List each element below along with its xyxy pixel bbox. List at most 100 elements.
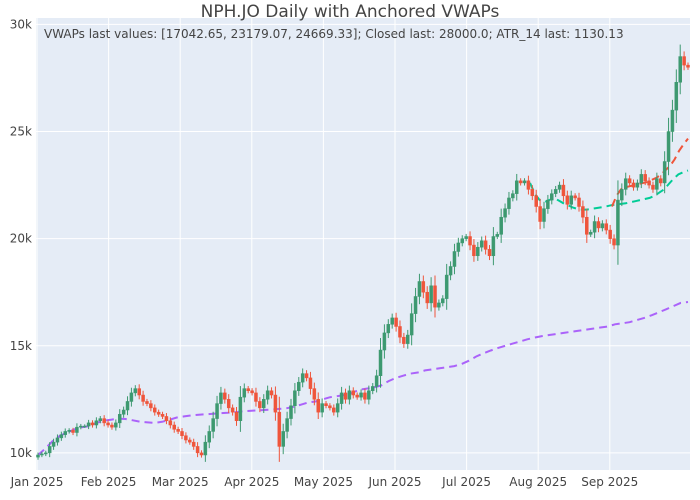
candle — [456, 237, 461, 257]
candle — [226, 394, 231, 414]
candle — [36, 452, 40, 460]
candle — [332, 404, 336, 416]
candle — [476, 242, 480, 261]
candle — [242, 383, 247, 403]
candle — [503, 203, 507, 223]
y-tick-label: 15k — [10, 339, 32, 353]
candle — [682, 51, 686, 71]
x-tick-label: Jul 2025 — [441, 475, 491, 489]
candle — [40, 451, 44, 458]
candle — [479, 236, 484, 252]
candle — [106, 420, 110, 428]
vwap-line-jan — [37, 301, 689, 456]
candle — [585, 208, 589, 243]
candle — [495, 231, 500, 240]
candle — [437, 299, 441, 311]
candle — [316, 392, 320, 420]
candle — [110, 422, 114, 430]
candle — [195, 442, 200, 458]
candle — [230, 404, 235, 416]
candle — [678, 44, 682, 95]
candle — [452, 243, 457, 275]
candle — [324, 401, 328, 409]
candle — [651, 181, 655, 193]
candle — [643, 170, 647, 186]
candle — [550, 189, 554, 205]
candle — [635, 179, 640, 191]
candle — [686, 62, 690, 70]
candle — [631, 179, 636, 191]
x-tick-label: Jan 2025 — [10, 475, 64, 489]
candle — [518, 178, 523, 186]
x-tick-label: Aug 2025 — [509, 475, 567, 489]
candle — [468, 231, 472, 251]
candle — [160, 411, 165, 420]
candle — [44, 450, 48, 457]
candle — [289, 398, 293, 426]
vwap-line-aug — [529, 169, 689, 211]
candles — [36, 44, 690, 462]
candle — [557, 181, 562, 193]
candle — [300, 368, 305, 388]
candle — [553, 185, 558, 198]
candle — [530, 185, 535, 201]
candle — [261, 394, 266, 414]
candle — [616, 180, 620, 265]
candle — [487, 245, 492, 261]
x-tick-label: Jun 2025 — [367, 475, 421, 489]
candle — [608, 224, 612, 244]
candle — [285, 411, 289, 439]
x-tick-label: Sep 2025 — [581, 475, 638, 489]
candle — [149, 400, 153, 412]
y-tick-label: 20k — [10, 232, 32, 246]
candle — [464, 233, 468, 242]
candle — [561, 179, 566, 202]
y-tick-label: 30k — [10, 17, 32, 31]
candle — [347, 385, 352, 405]
candle — [168, 417, 173, 429]
candle — [250, 388, 254, 396]
candle — [565, 190, 570, 210]
candle — [86, 419, 91, 430]
candle — [75, 423, 79, 437]
candle — [141, 390, 145, 406]
candle — [600, 220, 605, 232]
candle — [398, 320, 402, 344]
x-tick-label: Mar 2025 — [152, 475, 209, 489]
vwap-lines — [37, 137, 689, 456]
candle — [265, 385, 270, 405]
candle — [199, 450, 204, 458]
candle — [534, 189, 538, 213]
candle — [421, 275, 426, 299]
candle — [125, 396, 130, 416]
candle — [573, 193, 577, 201]
candle — [409, 303, 414, 346]
candle — [596, 217, 601, 233]
candle — [499, 208, 503, 243]
candle — [156, 409, 161, 417]
candle — [320, 398, 324, 418]
candle — [133, 385, 138, 397]
candle — [273, 386, 278, 421]
candle — [164, 413, 169, 425]
candle — [51, 438, 56, 450]
candle — [623, 172, 628, 196]
candle — [526, 175, 531, 195]
candle — [188, 437, 192, 445]
candle — [425, 286, 429, 309]
candle — [277, 396, 282, 462]
candle — [655, 172, 659, 196]
candle — [620, 183, 624, 207]
candle — [647, 177, 651, 189]
x-tick-label: May 2025 — [294, 475, 353, 489]
candle — [137, 384, 141, 400]
candle — [94, 417, 99, 429]
candle — [172, 421, 176, 433]
x-axis-ticks: Jan 2025 Feb 2025 Mar 2025 Apr 2025 May 2025… — [10, 475, 639, 489]
candle — [382, 324, 387, 359]
candle — [670, 99, 675, 142]
candle — [234, 407, 239, 426]
y-tick-label: 25k — [10, 125, 32, 139]
candle — [203, 435, 208, 462]
